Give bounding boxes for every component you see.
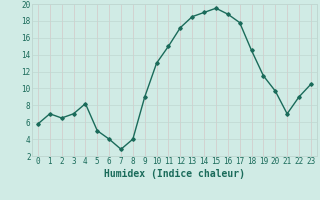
X-axis label: Humidex (Indice chaleur): Humidex (Indice chaleur) (104, 169, 245, 179)
